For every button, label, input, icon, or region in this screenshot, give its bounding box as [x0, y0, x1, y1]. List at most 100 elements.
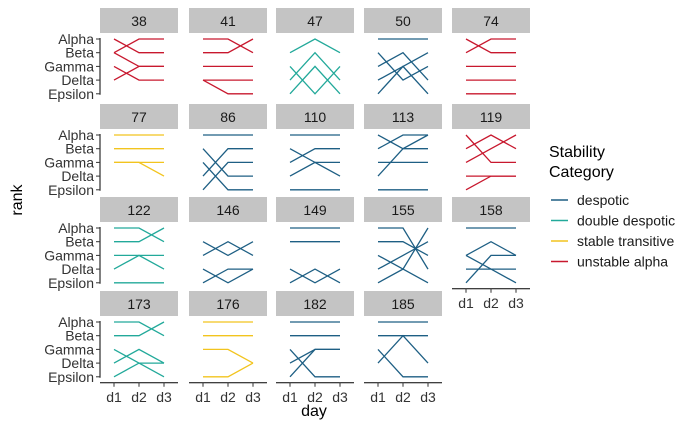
rank-line [465, 175, 516, 191]
rank-line [202, 240, 254, 256]
y-tick-label: Epsilon [48, 182, 94, 198]
rank-line [202, 268, 253, 284]
panel-47: 47 [276, 8, 354, 95]
rank-line [465, 240, 517, 256]
rank-line [114, 321, 165, 337]
y-tick-label: Gamma [44, 341, 94, 357]
rank-line [289, 65, 341, 95]
rank-line [465, 254, 516, 284]
x-tick-label: d1 [282, 389, 298, 405]
y-tick-label: Delta [61, 72, 94, 88]
y-tick-label: Epsilon [48, 369, 94, 385]
legend-label-double: double despotic [577, 213, 675, 229]
rank-line [289, 148, 340, 164]
rank-line [377, 65, 429, 95]
y-tick-label: Delta [61, 168, 94, 184]
y-tick-label: Alpha [58, 31, 94, 47]
legend-title-line-2: Category [549, 164, 614, 181]
rank-line [113, 52, 164, 68]
panel-strip-label: 41 [220, 13, 236, 29]
panel-74: 74 [452, 8, 530, 95]
legend-title-line-1: Stability [549, 144, 605, 161]
rank-line [465, 134, 517, 150]
x-tick-label: d1 [370, 389, 386, 405]
rank-line [114, 321, 165, 337]
rank-line [114, 227, 165, 243]
panel-strip [276, 104, 354, 129]
x-tick-label: d2 [131, 389, 147, 405]
panel-strip [452, 8, 530, 33]
rank-line [113, 254, 165, 270]
rank-line [377, 134, 428, 150]
x-tick-label: d2 [395, 389, 411, 405]
rank-line [465, 38, 516, 54]
legend-label-despotic: despotic [577, 192, 629, 208]
rank-line [202, 148, 253, 177]
rank-line [289, 161, 341, 177]
x-tick-label: d1 [195, 389, 211, 405]
panel-strip [100, 8, 178, 33]
panel-strip-label: 122 [127, 202, 151, 218]
y-tick-label: Beta [65, 45, 94, 61]
panel-strip-label: 182 [303, 296, 327, 312]
panel-strip-label: 173 [127, 296, 151, 312]
x-axis-title: day [301, 403, 327, 420]
rank-line [465, 38, 516, 54]
panel-41: 41 [189, 8, 267, 95]
rank-line [289, 348, 340, 364]
rank-line [465, 134, 517, 163]
y-tick-label: Gamma [44, 154, 94, 170]
y-tick-label: Alpha [58, 127, 94, 143]
rank-line [289, 38, 341, 54]
panel-strip [452, 104, 530, 129]
panel-strip-label: 86 [220, 109, 236, 125]
panel-strip-label: 77 [131, 109, 147, 125]
panel-110: 110 [276, 104, 354, 191]
rank-line [289, 268, 341, 284]
panel-strip [189, 197, 267, 222]
panel-86: 86 [189, 104, 267, 191]
x-tick-label: d3 [245, 389, 261, 405]
panel-strip-label: 110 [304, 109, 327, 125]
rank-line [289, 148, 340, 163]
panel-strip [100, 291, 178, 316]
y-tick-label: Alpha [58, 220, 94, 236]
rank-line [114, 161, 165, 177]
rank-line [202, 241, 254, 257]
panel-185: 185 d1 d2 d3 [364, 291, 442, 405]
x-tick-label: d3 [156, 389, 172, 405]
rank-line [203, 38, 254, 54]
panel-strip-label: 119 [480, 109, 503, 125]
panel-strip-label: 158 [479, 202, 503, 218]
rank-line [113, 65, 164, 81]
panel-strip [100, 197, 178, 222]
rank-line [465, 254, 517, 284]
rank-line [113, 362, 164, 378]
rank-line [203, 38, 254, 54]
rank-line [202, 161, 253, 191]
panel-182: 182 d1 d2 d3 [276, 291, 354, 405]
y-tick-label: Epsilon [48, 275, 94, 291]
panel-strip [189, 8, 267, 33]
y-tick-label: Delta [61, 355, 94, 371]
legend: Stability Category despotic double despot… [549, 144, 675, 270]
panel-strip-label: 74 [483, 13, 499, 29]
rank-line [289, 65, 341, 95]
panel-strip [452, 197, 530, 222]
rank-line [377, 134, 429, 177]
panel-strip-label: 113 [392, 109, 415, 125]
panel-strip [276, 8, 354, 33]
panel-149: 149 [276, 197, 354, 284]
panel-strip-label: 149 [303, 202, 327, 218]
y-tick-label: Beta [65, 141, 94, 157]
panel-strip [276, 291, 354, 316]
rank-line [203, 348, 254, 364]
rank-line [289, 348, 340, 378]
panel-158: 158 d1 d2 d3 [452, 197, 530, 311]
rank-line [289, 268, 341, 284]
x-tick-label: d3 [420, 389, 436, 405]
